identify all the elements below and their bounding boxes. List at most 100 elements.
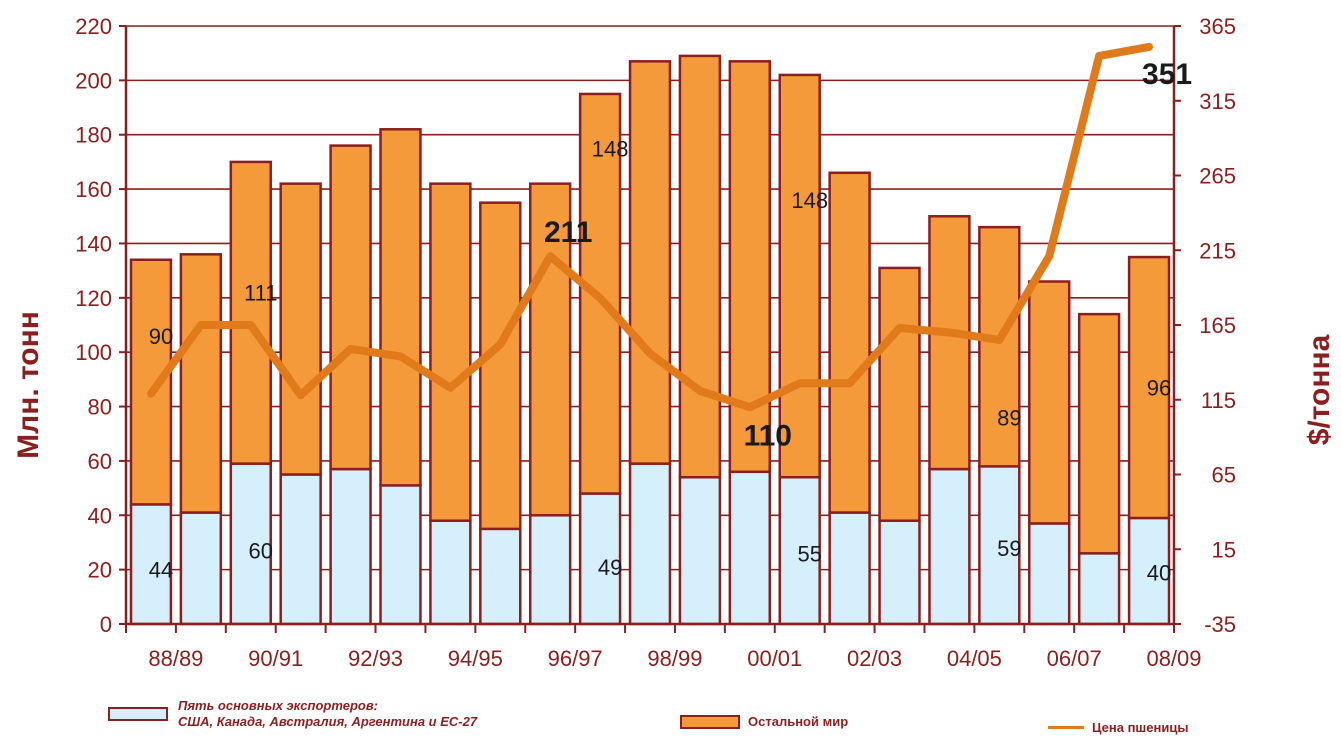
bar-rest-of-world <box>429 182 472 522</box>
x-tick-label: 04/05 <box>947 646 1002 671</box>
bar-rest-of-world <box>978 225 1021 468</box>
bar-rest-of-world <box>129 258 173 506</box>
bar-top-exporters <box>479 527 522 626</box>
bar-rest-of-world <box>528 182 572 517</box>
y-tick-label: 180 <box>75 123 112 148</box>
bar-top-exporters <box>978 465 1021 626</box>
bar-top-exporters <box>279 473 322 626</box>
data-label: 44 <box>149 558 173 583</box>
x-tick-label: 92/93 <box>348 646 403 671</box>
x-tick-label: 02/03 <box>847 646 902 671</box>
y2-tick-label: 215 <box>1199 238 1236 263</box>
bar-rest-of-world <box>1127 255 1171 520</box>
data-label: 89 <box>997 405 1021 430</box>
y-axis-left-label: Млн. тонн <box>12 311 45 459</box>
bar-rest-of-world <box>678 54 722 479</box>
y2-tick-label: -35 <box>1204 612 1236 637</box>
bar-top-exporters <box>528 514 572 626</box>
y2-tick-label: 15 <box>1212 537 1236 562</box>
x-tick-label: 88/89 <box>148 646 203 671</box>
y-tick-label: 160 <box>75 177 112 202</box>
x-tick-label: 98/99 <box>647 646 702 671</box>
bar-top-exporters <box>429 519 472 626</box>
data-label: 40 <box>1147 560 1171 585</box>
y-tick-label: 100 <box>75 340 112 365</box>
y2-tick-label: 315 <box>1199 89 1236 114</box>
legend-item-top-exporters: Пять основных экспортеров: США, Канада, … <box>108 698 477 730</box>
bar-top-exporters <box>179 511 223 626</box>
bar-rest-of-world <box>1077 312 1121 555</box>
bar-top-exporters <box>229 462 272 626</box>
y-tick-label: 0 <box>100 612 112 637</box>
bar-top-exporters <box>578 492 622 626</box>
y-axis-right-label: $/тонна <box>1303 334 1336 445</box>
bar-top-exporters <box>628 462 672 626</box>
x-tick-label: 90/91 <box>248 646 303 671</box>
data-label: 351 <box>1142 58 1192 91</box>
data-label: 148 <box>791 188 828 213</box>
data-label: 55 <box>797 541 821 566</box>
legend-label-rest-of-world: Остальной мир <box>748 714 849 729</box>
bar-rest-of-world <box>1028 280 1071 525</box>
data-label: 96 <box>1147 376 1171 401</box>
data-label: 60 <box>249 539 273 564</box>
wheat-export-chart: 0 20 40 60 80 100 120 140 160 180 200 220 -35 15 65 115… <box>75 14 1236 671</box>
legend-swatch-wheat-price <box>1048 726 1084 729</box>
legend-label-wheat-price: Цена пшеницы <box>1092 720 1189 735</box>
y-axis-left-title: Млн. тонн <box>12 311 45 459</box>
data-label: 110 <box>744 420 792 453</box>
bar-top-exporters <box>828 511 871 626</box>
bar-top-exporters <box>728 470 772 626</box>
bar-rest-of-world <box>778 73 821 479</box>
x-tick-label: 06/07 <box>1047 646 1102 671</box>
bar-rest-of-world <box>279 182 322 476</box>
y-tick-label: 120 <box>75 286 112 311</box>
bar-top-exporters <box>329 467 372 626</box>
y-tick-label: 140 <box>75 231 112 256</box>
x-tick-label: 00/01 <box>747 646 802 671</box>
legend-label-top-exporters-1: Пять основных экспортеров: <box>178 698 379 713</box>
legend: Пять основных экспортеров: США, Канада, … <box>0 690 1341 738</box>
y-tick-label: 200 <box>75 68 112 93</box>
bar-rest-of-world <box>179 253 223 514</box>
data-label: 90 <box>149 324 173 349</box>
legend-item-rest-of-world: Остальной мир <box>680 714 848 729</box>
bar-rest-of-world <box>379 128 422 487</box>
bar-top-exporters <box>1127 516 1171 626</box>
y-axis-right-title: $/тонна <box>1303 334 1336 445</box>
bar-rest-of-world <box>479 201 522 531</box>
legend-label-top-exporters-2: США, Канада, Австралия, Аргентина и ЕС-2… <box>178 714 478 729</box>
y2-tick-label: 365 <box>1199 14 1236 39</box>
data-label: 211 <box>544 216 592 249</box>
y-tick-label: 80 <box>88 395 112 420</box>
data-label: 111 <box>244 280 277 305</box>
bar-top-exporters <box>1077 552 1121 626</box>
bar-rest-of-world <box>928 215 971 471</box>
x-tick-label: 96/97 <box>548 646 603 671</box>
y-tick-label: 40 <box>88 503 112 528</box>
bar-top-exporters <box>1028 522 1071 626</box>
x-tick-label: 08/09 <box>1146 646 1201 671</box>
bar-top-exporters <box>379 484 422 626</box>
y2-tick-label: 265 <box>1199 164 1236 189</box>
data-label: 49 <box>598 555 622 580</box>
bar-top-exporters <box>878 519 921 626</box>
y2-tick-label: 165 <box>1199 313 1236 338</box>
bar-top-exporters <box>928 467 971 626</box>
price-line <box>146 42 1154 412</box>
bar-rest-of-world <box>628 60 672 465</box>
x-tick-label: 94/95 <box>448 646 503 671</box>
bar-rest-of-world <box>229 160 272 465</box>
y-tick-label: 20 <box>88 558 112 583</box>
bar-top-exporters <box>678 475 722 626</box>
y-tick-label: 60 <box>88 449 112 474</box>
legend-item-wheat-price: Цена пшеницы <box>1048 720 1188 735</box>
y2-tick-label: 115 <box>1201 388 1236 413</box>
y2-tick-label: 65 <box>1212 463 1236 488</box>
y-tick-label: 220 <box>75 14 112 39</box>
data-label: 59 <box>997 536 1021 561</box>
bar-rest-of-world <box>329 144 372 471</box>
legend-swatch-top-exporters <box>108 707 168 721</box>
legend-swatch-rest-of-world <box>680 714 740 729</box>
bar-rest-of-world <box>828 171 871 514</box>
